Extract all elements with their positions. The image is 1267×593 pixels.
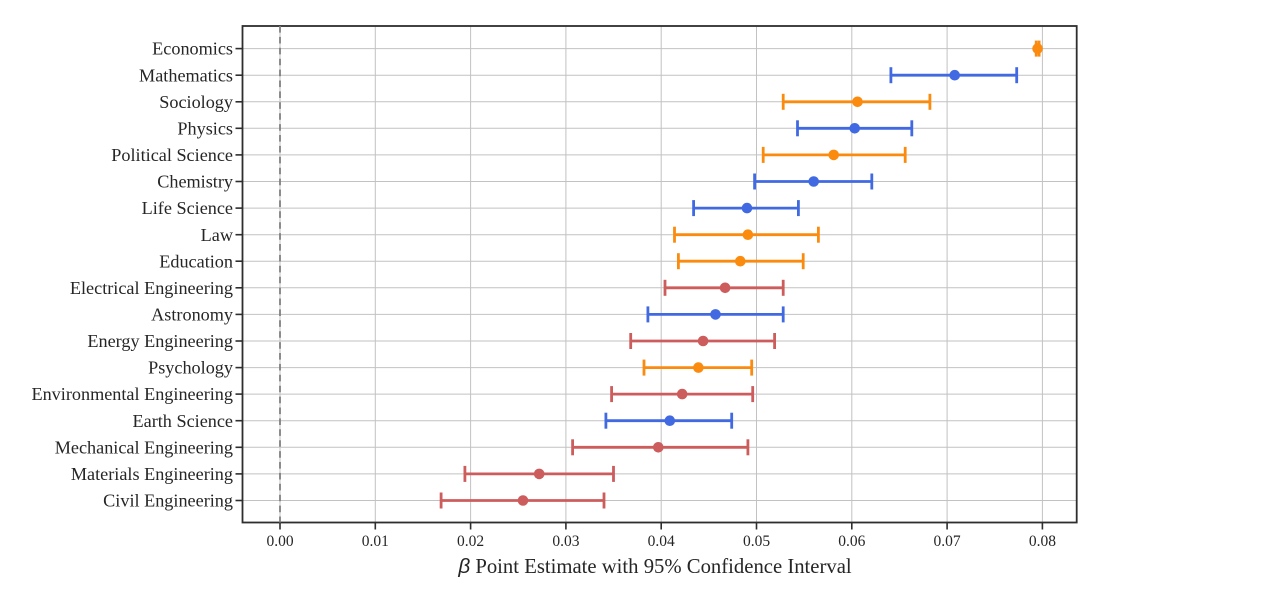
svg-text:0.06: 0.06 xyxy=(838,533,865,550)
svg-text:0.03: 0.03 xyxy=(552,533,579,550)
svg-text:Chemistry: Chemistry xyxy=(157,172,234,192)
svg-text:Earth Science: Earth Science xyxy=(133,411,233,431)
svg-text:Economics: Economics xyxy=(152,39,233,59)
svg-text:Life Science: Life Science xyxy=(142,198,233,218)
svg-text:0.01: 0.01 xyxy=(362,533,389,550)
svg-text:Physics: Physics xyxy=(177,118,233,138)
svg-text:0.02: 0.02 xyxy=(457,533,484,550)
svg-text:Sociology: Sociology xyxy=(159,92,234,112)
svg-text:Materials Engineering: Materials Engineering xyxy=(71,464,233,484)
svg-text:Astronomy: Astronomy xyxy=(151,305,234,325)
svg-text:Law: Law xyxy=(201,225,234,245)
svg-text:Electrical Engineering: Electrical Engineering xyxy=(70,278,233,298)
svg-text:Psychology: Psychology xyxy=(148,358,234,378)
svg-text:Civil Engineering: Civil Engineering xyxy=(103,491,233,511)
svg-text:Political Science: Political Science xyxy=(111,145,233,165)
svg-text:Mechanical Engineering: Mechanical Engineering xyxy=(55,437,233,457)
svg-text:0.08: 0.08 xyxy=(1029,533,1056,550)
svg-text:Environmental Engineering: Environmental Engineering xyxy=(31,384,233,404)
svg-text:0.00: 0.00 xyxy=(266,533,293,550)
svg-text:Energy Engineering: Energy Engineering xyxy=(87,331,233,351)
svg-text:0.07: 0.07 xyxy=(934,533,961,550)
svg-text:Education: Education xyxy=(159,251,233,271)
svg-text:Mathematics: Mathematics xyxy=(139,65,233,85)
svg-text:0.05: 0.05 xyxy=(743,533,770,550)
svg-text:0.04: 0.04 xyxy=(648,533,675,550)
svg-text:β Point Estimate with 95% Conf: β Point Estimate with 95% Confidence Int… xyxy=(457,555,852,578)
